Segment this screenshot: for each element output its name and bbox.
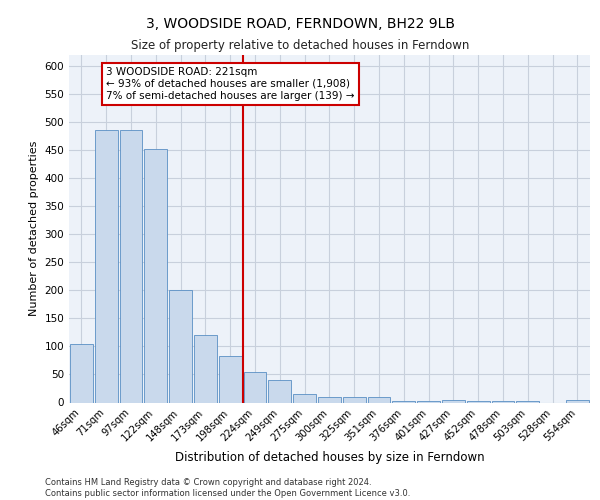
Bar [318,397,341,402]
Bar [219,356,242,403]
Text: Size of property relative to detached houses in Ferndown: Size of property relative to detached ho… [131,39,469,52]
Bar [343,397,365,402]
Bar [566,400,589,402]
Y-axis label: Number of detached properties: Number of detached properties [29,141,39,316]
Bar [194,335,217,402]
Text: Contains HM Land Registry data © Crown copyright and database right 2024.
Contai: Contains HM Land Registry data © Crown c… [45,478,410,498]
Bar [95,130,118,402]
X-axis label: Distribution of detached houses by size in Ferndown: Distribution of detached houses by size … [175,452,484,464]
Bar [145,148,167,402]
Bar [293,394,316,402]
Bar [119,130,142,402]
Text: 3 WOODSIDE ROAD: 221sqm
← 93% of detached houses are smaller (1,908)
7% of semi-: 3 WOODSIDE ROAD: 221sqm ← 93% of detache… [106,68,355,100]
Bar [244,372,266,402]
Bar [169,290,192,403]
Bar [70,344,93,403]
Bar [368,397,391,402]
Bar [442,400,465,402]
Text: 3, WOODSIDE ROAD, FERNDOWN, BH22 9LB: 3, WOODSIDE ROAD, FERNDOWN, BH22 9LB [146,18,455,32]
Bar [268,380,291,402]
